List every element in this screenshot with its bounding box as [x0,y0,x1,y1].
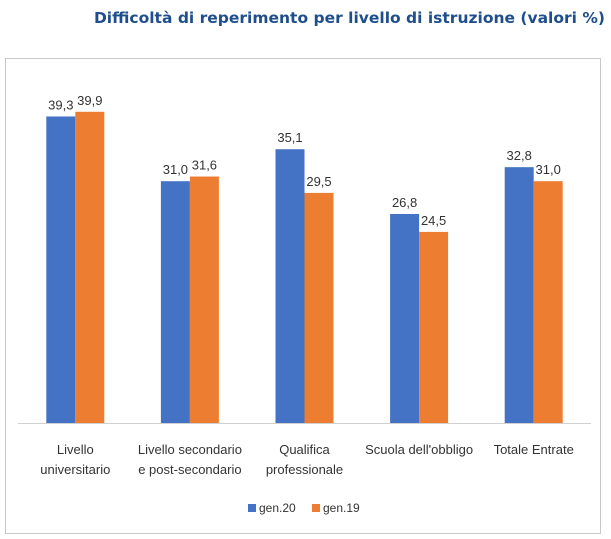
bar-gen20-3 [390,213,420,423]
legend-label-gen19: gen.19 [323,501,360,515]
bar-gen20-0 [46,116,76,424]
category-label-2-0: Qualifica [279,442,330,457]
data-label-gen20-0: 39,3 [48,97,73,112]
data-label-gen19-1: 31,6 [192,158,217,173]
chart-title: Difficoltà di reperimento per livello di… [93,9,605,27]
data-label-gen19-4: 31,0 [536,162,561,177]
bar-gen19-1 [189,176,219,423]
legend-label-gen20: gen.20 [259,501,296,515]
bar-gen20-4 [504,167,534,423]
bar-gen19-4 [533,181,563,423]
data-label-gen20-4: 32,8 [507,148,532,163]
bar-gen20-2 [275,149,305,423]
legend-swatch-gen19 [312,504,320,512]
category-label-1-1: e post-secondario [138,462,241,477]
data-label-gen20-1: 31,0 [163,162,188,177]
category-label-0-0: Livello [57,442,94,457]
bar-gen19-0 [75,111,105,423]
data-label-gen20-3: 26,8 [392,195,417,210]
data-label-gen19-3: 24,5 [421,213,446,228]
category-label-2-1: professionale [266,462,343,477]
category-label-3-0: Scuola dell'obbligo [365,442,473,457]
chart-frame [5,58,601,534]
bar-gen19-2 [304,192,334,423]
data-label-gen19-0: 39,9 [77,93,102,108]
legend-swatch-gen20 [248,504,256,512]
bar-gen20-1 [160,181,190,423]
category-label-0-1: universitario [40,462,110,477]
bar-gen19-3 [419,231,449,423]
category-label-4-0: Totale Entrate [494,442,574,457]
category-label-1-0: Livello secondario [138,442,242,457]
data-label-gen19-2: 29,5 [306,174,331,189]
data-label-gen20-2: 35,1 [277,130,302,145]
